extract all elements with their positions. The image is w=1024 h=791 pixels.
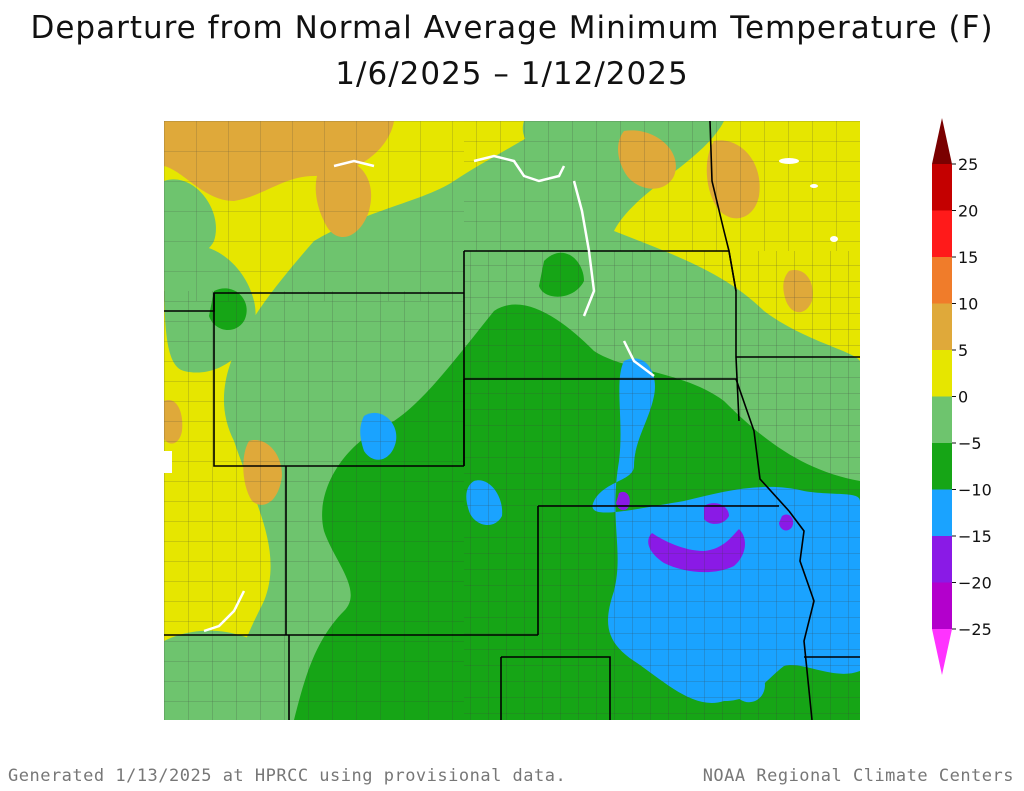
lakes xyxy=(164,158,838,473)
legend-bin xyxy=(932,629,952,675)
legend-bin xyxy=(932,489,952,536)
generated-note: Generated 1/13/2025 at HPRCC using provi… xyxy=(8,766,567,786)
rivers xyxy=(203,154,655,633)
legend-tick-label: 20 xyxy=(958,202,978,221)
legend-bin xyxy=(932,118,952,164)
legend-tick-label: 15 xyxy=(958,248,978,267)
legend-bin xyxy=(932,257,952,304)
legend-tick-label: 25 xyxy=(958,155,978,174)
color-legend: 25 20 15 10 5 0 −5 −10 −15 −20 −25 xyxy=(932,118,992,675)
legend-bin xyxy=(932,582,952,629)
legend-tick-label: 10 xyxy=(958,295,978,314)
legend-bin xyxy=(932,303,952,350)
legend-tick-label: 5 xyxy=(958,341,968,360)
legend-tick-label: −5 xyxy=(958,434,982,453)
legend-bin xyxy=(932,210,952,257)
legend-bin xyxy=(932,350,952,397)
legend-tick-label: −25 xyxy=(958,620,992,639)
temperature-departure-map xyxy=(164,121,860,720)
source-credit: NOAA Regional Climate Centers xyxy=(702,766,1014,786)
map-title-line1: Departure from Normal Average Minimum Te… xyxy=(30,10,994,46)
legend-tick-label: −15 xyxy=(958,527,992,546)
legend-bin xyxy=(932,536,952,583)
legend-tick-label: 0 xyxy=(958,388,968,407)
state-borders xyxy=(164,121,860,720)
legend-bin xyxy=(932,164,952,211)
map-title-line2: 1/6/2025 – 1/12/2025 xyxy=(335,56,689,92)
anomaly-fill-layer xyxy=(164,121,860,720)
legend-bin xyxy=(932,443,952,490)
legend-bin xyxy=(932,396,952,443)
legend-tick-label: −20 xyxy=(958,574,992,593)
legend-tick-label: −10 xyxy=(958,481,992,500)
